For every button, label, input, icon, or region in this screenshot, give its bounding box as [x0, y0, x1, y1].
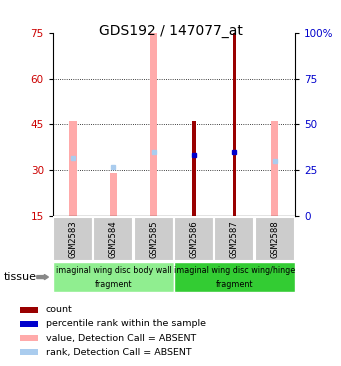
Bar [174, 217, 214, 261]
Text: GSM2585: GSM2585 [149, 220, 158, 258]
Text: imaginal wing disc wing/hinge: imaginal wing disc wing/hinge [174, 266, 295, 275]
Text: GSM2586: GSM2586 [190, 220, 198, 258]
Bar [192, 122, 196, 216]
Bar [20, 349, 38, 355]
Text: GSM2587: GSM2587 [230, 220, 239, 258]
Bar [53, 217, 93, 261]
Bar [53, 262, 174, 292]
Text: value, Detection Call = ABSENT: value, Detection Call = ABSENT [46, 333, 196, 343]
Text: fragment: fragment [216, 280, 253, 288]
Bar [20, 321, 38, 327]
Text: tissue: tissue [3, 272, 36, 282]
Bar [93, 217, 133, 261]
Bar [134, 217, 174, 261]
Text: imaginal wing disc body wall: imaginal wing disc body wall [56, 266, 171, 275]
Text: GSM2583: GSM2583 [69, 220, 77, 258]
Bar [214, 217, 254, 261]
Bar [110, 173, 117, 216]
Bar [255, 217, 295, 261]
Bar [150, 33, 157, 216]
Bar [20, 307, 38, 313]
Bar [20, 335, 38, 341]
Text: rank, Detection Call = ABSENT: rank, Detection Call = ABSENT [46, 348, 191, 356]
Text: GSM2584: GSM2584 [109, 220, 118, 258]
Text: GDS192 / 147077_at: GDS192 / 147077_at [99, 24, 242, 38]
Bar [174, 262, 295, 292]
Bar [271, 122, 278, 216]
Text: count: count [46, 305, 72, 314]
Text: percentile rank within the sample: percentile rank within the sample [46, 320, 206, 328]
Text: GSM2588: GSM2588 [270, 220, 279, 258]
Bar [233, 33, 236, 216]
Text: fragment: fragment [95, 280, 132, 288]
Bar [70, 122, 77, 216]
